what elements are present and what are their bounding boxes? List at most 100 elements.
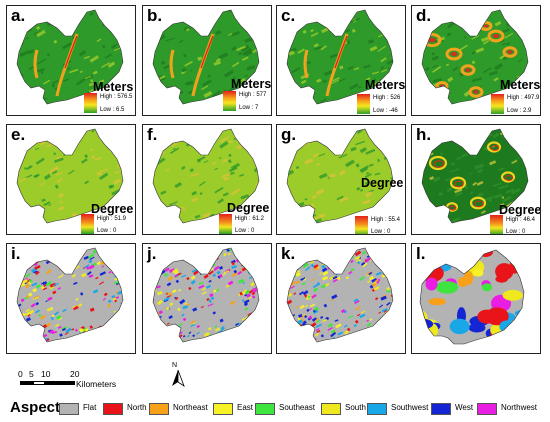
terrain-streak xyxy=(383,17,391,23)
terrain-streak xyxy=(115,24,121,28)
terrain-streak xyxy=(492,132,500,139)
aspect-cell xyxy=(10,302,15,307)
aspect-cell xyxy=(17,338,21,342)
terrain-streak xyxy=(318,173,328,179)
aspect-cell xyxy=(52,282,59,287)
terrain-streak xyxy=(506,80,514,87)
aspect-cell xyxy=(391,332,393,337)
aspect-cell xyxy=(82,333,87,338)
aspect-cell xyxy=(375,341,379,342)
aspect-cell xyxy=(221,345,224,347)
aspect-cell xyxy=(55,252,62,258)
terrain-streak xyxy=(350,17,361,23)
aspect-cell xyxy=(352,248,356,252)
aspect-cell xyxy=(57,325,62,329)
aspect-cell xyxy=(168,331,173,336)
aspect-cell xyxy=(153,269,160,275)
terrain-streak xyxy=(227,10,233,13)
aspect-cell xyxy=(261,348,264,350)
terrain-streak xyxy=(243,21,249,25)
map-raster xyxy=(153,10,259,104)
aspect-cell xyxy=(49,329,55,334)
aspect-cell xyxy=(73,343,79,347)
aspect-legend: Aspect Flat North Northeast East Southea… xyxy=(10,397,550,419)
aspect-cell xyxy=(266,347,271,350)
aspect-cell xyxy=(121,341,123,342)
aspect-cell xyxy=(360,343,365,347)
terrain-streak xyxy=(28,165,33,170)
aspect-cell xyxy=(45,281,52,287)
aspect-cell xyxy=(312,283,319,289)
aspect-cell xyxy=(253,339,259,342)
aspect-cell xyxy=(246,293,251,298)
watershed-outline xyxy=(152,128,260,224)
aspect-cell xyxy=(17,312,20,317)
terrain-streak xyxy=(189,69,193,72)
terrain-streak xyxy=(107,138,114,142)
aspect-cell xyxy=(287,286,288,291)
aspect-cell xyxy=(243,289,248,293)
aspect-cell xyxy=(374,297,379,301)
aspect-cell xyxy=(311,293,317,299)
aspect-zone xyxy=(489,343,500,344)
aspect-cell xyxy=(76,248,82,250)
aspect-cell xyxy=(209,259,213,262)
aspect-cell xyxy=(249,276,253,279)
aspect-cell xyxy=(373,286,380,291)
aspect-cell xyxy=(19,314,23,317)
aspect-cell xyxy=(311,317,318,322)
aspect-cell xyxy=(242,281,246,285)
aspect-cell xyxy=(370,248,377,253)
aspect-cell xyxy=(295,280,300,284)
difference-ring xyxy=(469,196,487,210)
terrain-streak xyxy=(228,139,234,144)
watershed-outline xyxy=(16,247,124,343)
aspect-cell xyxy=(17,322,22,327)
aspect-cell xyxy=(381,308,388,313)
aspect-cell xyxy=(320,316,324,319)
aspect-cell xyxy=(112,248,117,252)
aspect-cell xyxy=(179,331,183,335)
panel-i: i. xyxy=(6,243,136,354)
aspect-cell xyxy=(241,244,245,247)
aspect-cell xyxy=(88,253,95,259)
terrain-streak xyxy=(179,90,184,94)
terrain-streak xyxy=(246,64,256,71)
terrain-streak xyxy=(310,29,314,33)
aspect-cell xyxy=(366,322,372,327)
aspect-cell xyxy=(267,303,271,307)
aspect-cell xyxy=(397,250,401,253)
aspect-cell xyxy=(210,253,215,258)
terrain-streak xyxy=(511,159,518,164)
aspect-cell xyxy=(265,326,271,329)
terrain-streak xyxy=(168,213,175,219)
aspect-cell xyxy=(355,332,360,338)
terrain-streak xyxy=(353,67,360,71)
aspect-cell xyxy=(156,271,162,276)
aspect-cell xyxy=(281,323,285,327)
color-ramp xyxy=(81,214,94,234)
map-base xyxy=(287,248,393,342)
aspect-cell xyxy=(73,335,78,340)
terrain-streak xyxy=(367,39,375,44)
aspect-cell xyxy=(260,319,264,322)
color-ramp xyxy=(355,216,368,234)
terrain-streak xyxy=(24,219,33,223)
terrain-streak xyxy=(36,26,41,30)
aspect-cell xyxy=(25,308,30,313)
terrain-streak xyxy=(377,158,381,163)
aspect-cell xyxy=(378,304,384,309)
panel-j: j. xyxy=(142,243,272,354)
aspect-cell xyxy=(205,248,211,252)
aspect-cell xyxy=(17,321,24,326)
aspect-cell xyxy=(325,253,332,258)
terrain-streak xyxy=(358,86,362,89)
aspect-cell xyxy=(146,329,150,332)
aspect-cell xyxy=(210,267,214,271)
aspect-cell xyxy=(115,250,121,256)
watershed-outline xyxy=(421,128,529,224)
legend-label: South xyxy=(345,403,366,412)
aspect-cell xyxy=(300,328,306,333)
aspect-cell xyxy=(113,281,118,284)
aspect-cell xyxy=(120,259,123,264)
